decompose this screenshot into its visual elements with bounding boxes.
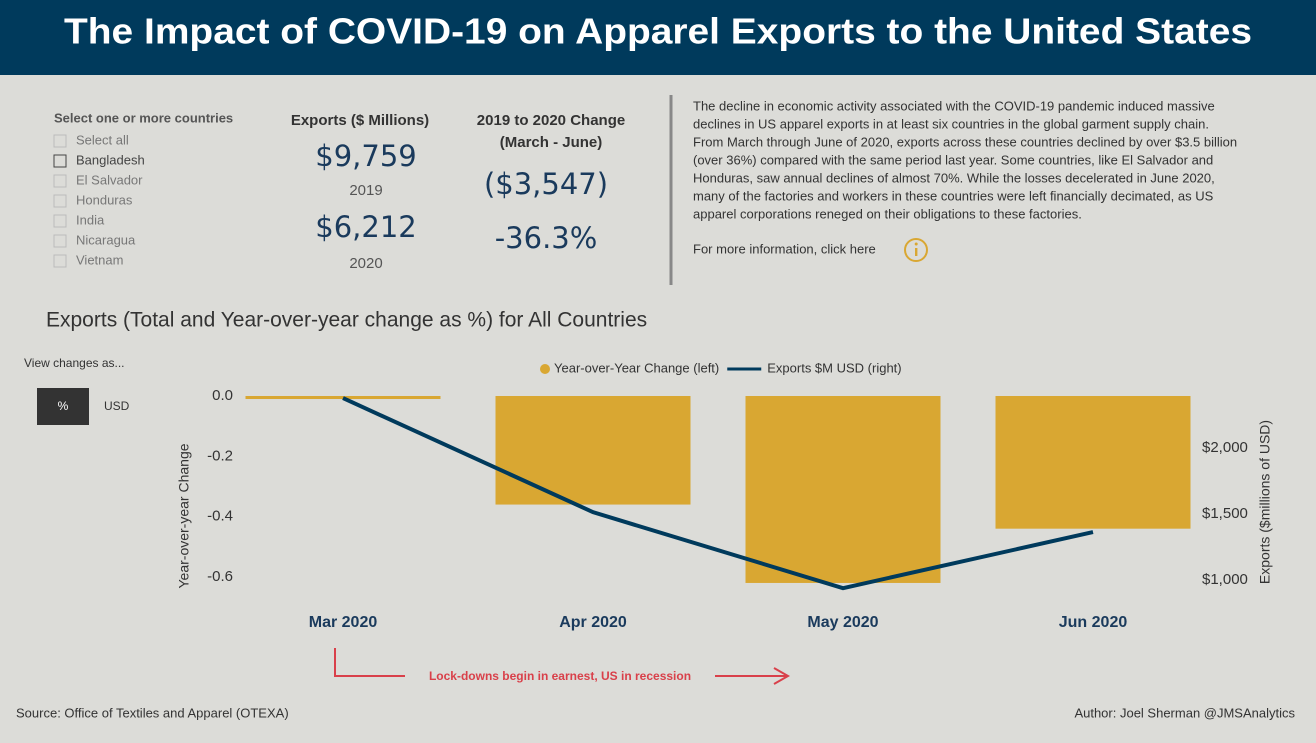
legend-label: Exports $M USD (right) bbox=[767, 360, 901, 375]
y2-axis-label: Exports ($millions of USD) bbox=[1257, 420, 1273, 584]
description-line: apparel corporations reneged on their ob… bbox=[693, 206, 1082, 221]
y2-tick-label: $1,000 bbox=[1202, 571, 1248, 588]
y-tick-label: -0.6 bbox=[207, 568, 233, 585]
description-line: From March through June of 2020, exports… bbox=[693, 134, 1237, 149]
toggle-active[interactable] bbox=[37, 388, 89, 425]
y-tick-label: -0.4 bbox=[207, 508, 233, 525]
info-icon[interactable] bbox=[904, 238, 928, 262]
slicer-item[interactable]: El Salvador bbox=[76, 172, 143, 187]
annotation-line bbox=[334, 648, 405, 677]
kpi-label: 2020 bbox=[349, 255, 382, 272]
footer-source: Source: Office of Textiles and Apparel (… bbox=[16, 705, 289, 720]
toggle-option[interactable]: % bbox=[58, 399, 69, 413]
description-line: (over 36%) compared with the same period… bbox=[693, 152, 1213, 167]
slicer-item[interactable]: Honduras bbox=[76, 192, 133, 207]
bar bbox=[495, 396, 691, 505]
slicer-item[interactable]: Nicaragua bbox=[76, 232, 136, 247]
kpi-value: $6,212 bbox=[315, 210, 416, 244]
checkbox[interactable] bbox=[53, 234, 67, 248]
description-line: Honduras, saw annual declines of almost … bbox=[693, 170, 1215, 185]
description-line: many of the factories and workers in the… bbox=[693, 188, 1214, 203]
checkbox[interactable] bbox=[53, 174, 67, 188]
y2-tick-label: $1,500 bbox=[1202, 505, 1248, 522]
description-line: The decline in economic activity associa… bbox=[693, 98, 1215, 113]
description: The decline in economic activity associa… bbox=[693, 98, 1237, 221]
slicer-item[interactable]: Bangladesh bbox=[76, 152, 145, 167]
kpi-label: 2019 bbox=[349, 182, 382, 199]
description-line: declines in US apparel exports in at lea… bbox=[693, 116, 1209, 131]
kpi-title: (March - June) bbox=[500, 134, 603, 151]
toggle-label: View changes as... bbox=[24, 356, 125, 370]
kpi-value: ($3,547) bbox=[484, 167, 608, 201]
y-axis-label: Year-over-year Change bbox=[176, 443, 192, 588]
footer-author: Author: Joel Sherman @JMSAnalytics bbox=[1074, 705, 1295, 720]
checkbox[interactable] bbox=[53, 214, 67, 228]
checkbox[interactable] bbox=[53, 154, 67, 168]
checkbox[interactable] bbox=[53, 194, 67, 208]
legend-label: Year-over-Year Change (left) bbox=[554, 360, 719, 375]
checkbox[interactable] bbox=[53, 254, 67, 268]
slicer: Select all Bangladesh El Salvador Honduras I… bbox=[53, 132, 145, 268]
y-tick-label: 0.0 bbox=[212, 387, 233, 404]
chart-title: Exports (Total and Year-over-year change… bbox=[46, 309, 647, 332]
info-stem bbox=[915, 248, 918, 256]
line bbox=[342, 396, 1094, 591]
slicer-item[interactable]: India bbox=[76, 212, 105, 227]
kpi-title: 2019 to 2020 Change bbox=[477, 112, 625, 129]
kpi-value: -36.3% bbox=[495, 221, 598, 255]
slicer-item[interactable]: Select all bbox=[76, 132, 129, 147]
y2-tick-label: $2,000 bbox=[1202, 439, 1248, 456]
kpi-title: Exports ($ Millions) bbox=[291, 112, 429, 129]
annotation-arrow bbox=[715, 667, 791, 685]
x-tick-label: May 2020 bbox=[807, 614, 878, 631]
info-link[interactable]: For more information, click here bbox=[693, 241, 876, 256]
info-dot bbox=[914, 242, 918, 246]
x-tick-label: Jun 2020 bbox=[1059, 614, 1128, 631]
header-title: The Impact of COVID-19 on Apparel Export… bbox=[64, 11, 1252, 52]
header-bar bbox=[0, 0, 1316, 75]
kpi-value: $9,759 bbox=[315, 139, 416, 173]
slicer-title: Select one or more countries bbox=[54, 110, 233, 125]
bar bbox=[745, 396, 941, 583]
info-circle bbox=[904, 238, 928, 262]
annotation: Lock-downs begin in earnest, US in reces… bbox=[429, 669, 691, 683]
x-tick-label: Apr 2020 bbox=[559, 614, 627, 631]
toggle-option[interactable]: USD bbox=[104, 399, 130, 413]
bar bbox=[995, 396, 1191, 529]
checkbox[interactable] bbox=[53, 134, 67, 148]
y-tick-label: -0.2 bbox=[207, 447, 233, 464]
bar bbox=[245, 396, 441, 400]
x-tick-label: Mar 2020 bbox=[309, 614, 378, 631]
slicer-item[interactable]: Vietnam bbox=[76, 252, 123, 267]
legend-swatch bbox=[540, 364, 550, 374]
